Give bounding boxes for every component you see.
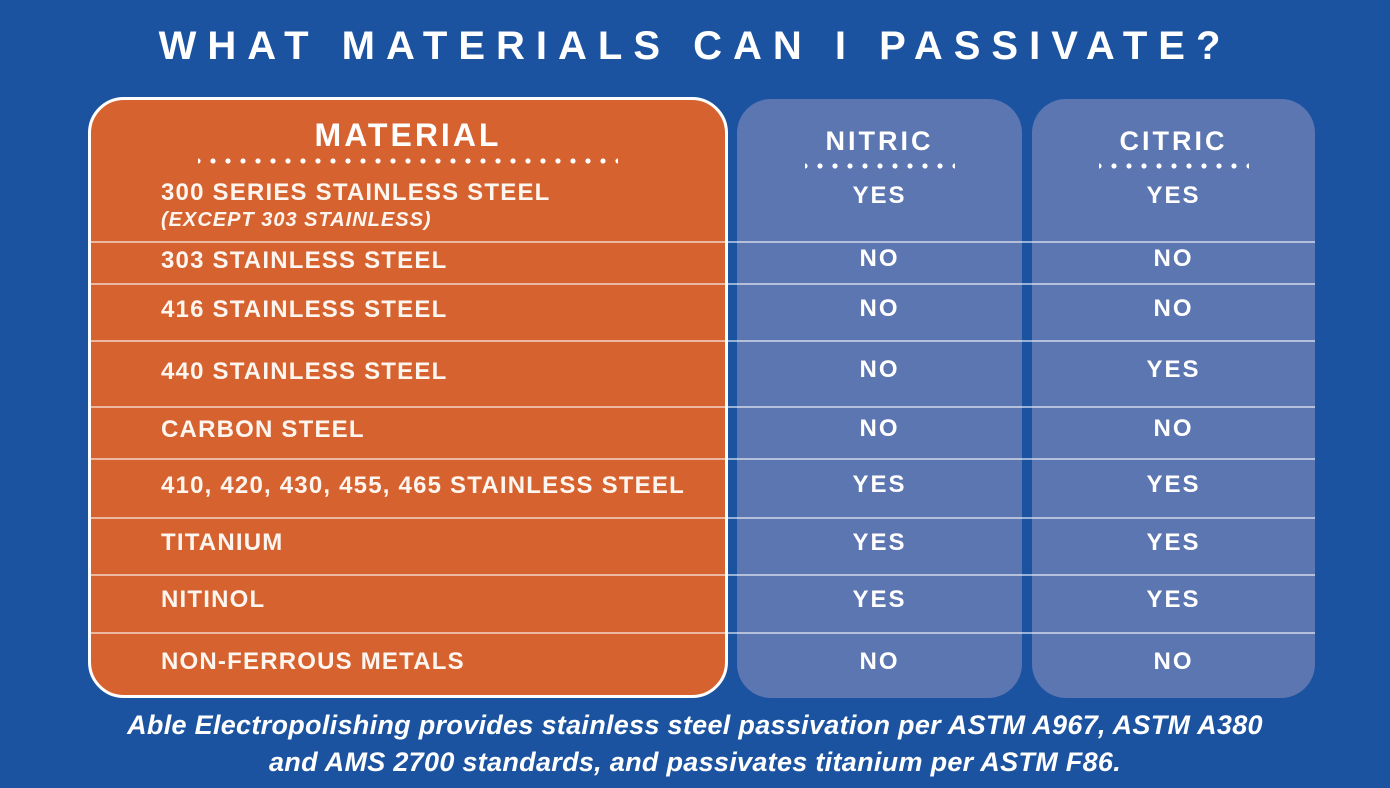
- material-name: 300 SERIES STAINLESS STEEL: [161, 179, 551, 206]
- citric-header-label: CITRIC: [1119, 126, 1228, 156]
- citric-value: NO: [1153, 245, 1194, 272]
- table-row: 303 STAINLESS STEEL: [91, 240, 725, 282]
- material-name: 440 STAINLESS STEEL: [161, 357, 448, 385]
- material-column: MATERIAL 300 SERIES STAINLESS STEEL (EXC…: [88, 97, 728, 698]
- citric-value: NO: [1153, 415, 1194, 442]
- citric-value: YES: [1146, 470, 1201, 498]
- footer-line-2: and AMS 2700 standards, and passivates t…: [268, 747, 1122, 777]
- citric-value: NO: [1153, 648, 1194, 675]
- page-title: WHAT MATERIALS CAN I PASSIVATE?: [158, 24, 1232, 68]
- citric-column-header: CITRIC YES: [1032, 99, 1315, 238]
- nitric-column-header: NITRIC YES: [737, 99, 1022, 238]
- nitric-value: YES: [852, 470, 907, 498]
- material-name: TITANIUM: [161, 529, 284, 557]
- table-row: NON-FERROUS METALS: [91, 629, 725, 695]
- material-note: (EXCEPT 303 STAINLESS): [161, 209, 432, 231]
- citric-value: YES: [1146, 586, 1201, 613]
- table-row: 410, 420, 430, 455, 465 STAINLESS STEEL: [91, 456, 725, 515]
- passivation-table: MATERIAL 300 SERIES STAINLESS STEEL (EXC…: [88, 97, 1315, 698]
- material-name: 410, 420, 430, 455, 465 STAINLESS STEEL: [161, 471, 685, 499]
- nitric-value: NO: [859, 294, 900, 322]
- dotted-separator-icon: [198, 158, 618, 164]
- table-row: TITANIUM: [91, 515, 725, 572]
- citric-value: YES: [1146, 528, 1201, 556]
- table-row: 416 STAINLESS STEEL: [91, 282, 725, 339]
- nitric-value: NO: [859, 415, 900, 442]
- footer-line-1: Able Electropolishing provides stainless…: [127, 710, 1263, 740]
- material-column-header: MATERIAL 300 SERIES STAINLESS STEEL (EXC…: [91, 100, 725, 240]
- material-header-label: MATERIAL: [314, 117, 502, 153]
- material-name: CARBON STEEL: [161, 416, 365, 444]
- nitric-value: YES: [852, 182, 907, 209]
- material-name: NON-FERROUS METALS: [161, 648, 465, 676]
- table-row: 300 SERIES STAINLESS STEEL (EXCEPT 303 S…: [91, 179, 725, 234]
- citric-value: YES: [1146, 356, 1201, 383]
- nitric-value: NO: [859, 245, 900, 272]
- material-name: 303 STAINLESS STEEL: [161, 247, 448, 275]
- nitric-header-label: NITRIC: [825, 126, 934, 156]
- table-row: CARBON STEEL: [91, 405, 725, 457]
- nitric-value: YES: [852, 528, 907, 556]
- dotted-separator-icon: [1098, 163, 1249, 169]
- material-name: NITINOL: [161, 586, 266, 614]
- nitric-value: YES: [852, 586, 907, 613]
- citric-value: NO: [1153, 294, 1194, 322]
- footer-note: Able Electropolishing provides stainless…: [0, 707, 1390, 781]
- nitric-column: NITRIC YES NO NO NO NO YES YES YES NO: [737, 99, 1022, 698]
- table-row: 440 STAINLESS STEEL: [91, 339, 725, 405]
- dotted-separator-icon: [804, 163, 955, 169]
- citric-column: CITRIC YES NO NO YES NO YES YES YES NO: [1032, 99, 1315, 698]
- citric-value: YES: [1146, 182, 1201, 209]
- nitric-value: NO: [859, 648, 900, 675]
- nitric-value: NO: [859, 356, 900, 383]
- table-row: NITINOL: [91, 572, 725, 630]
- material-name: 416 STAINLESS STEEL: [161, 296, 448, 324]
